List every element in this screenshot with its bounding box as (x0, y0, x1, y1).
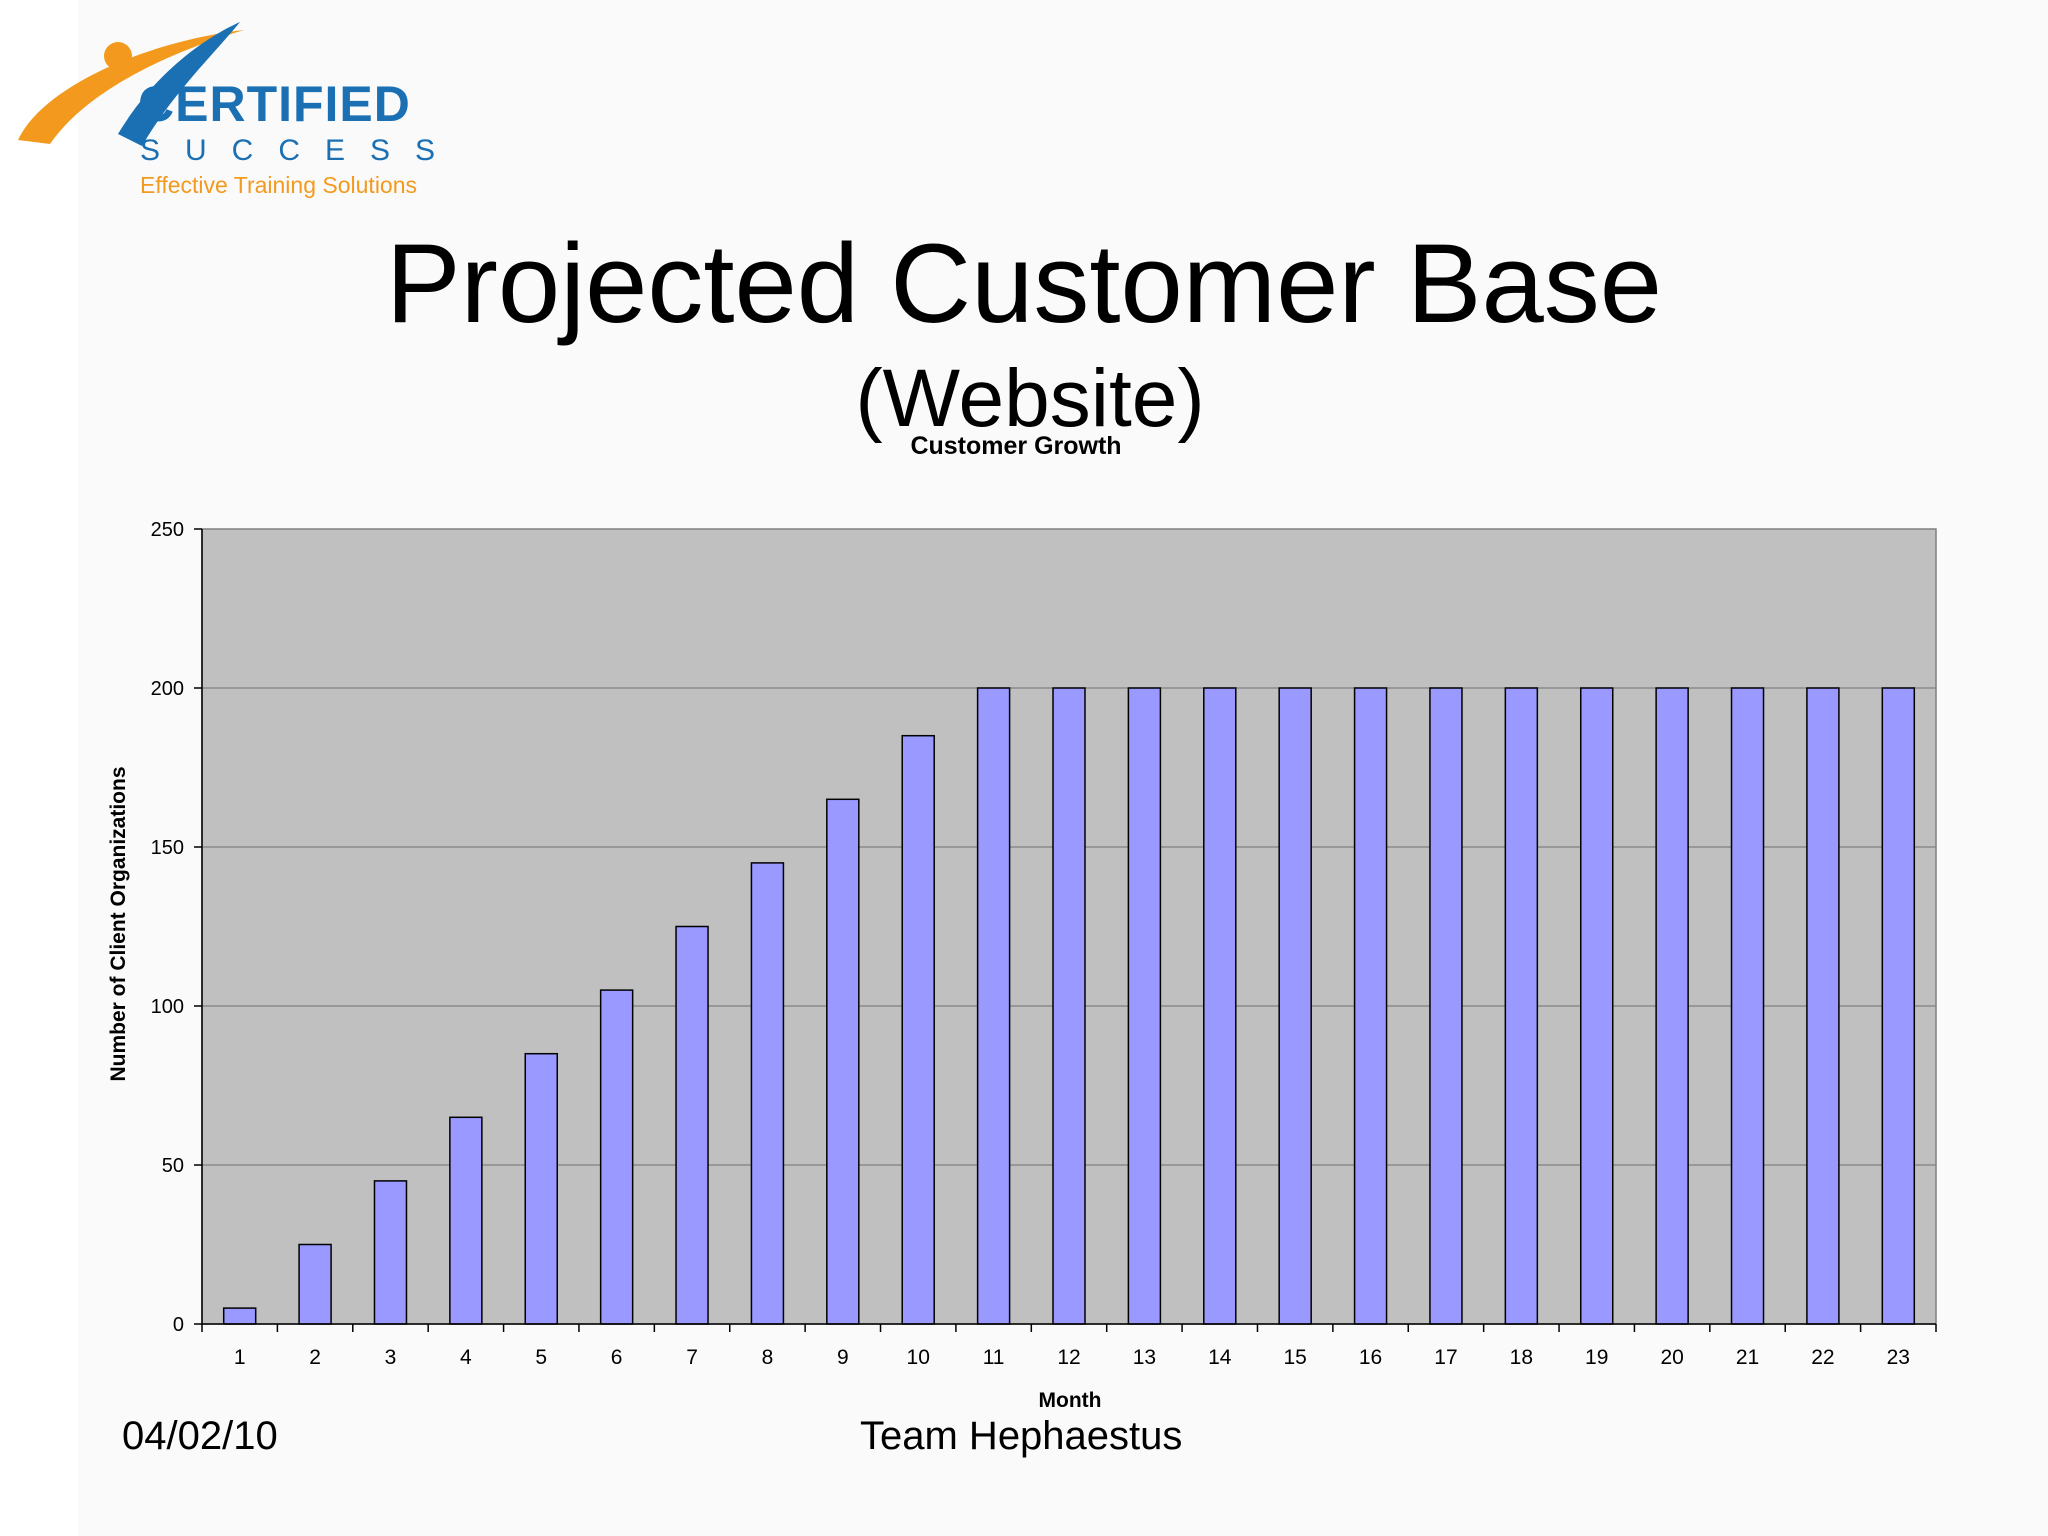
bar (675, 925, 709, 1325)
x-tick-label: 20 (1660, 1346, 1683, 1369)
x-tick-label: 6 (611, 1346, 623, 1369)
slide-title: Projected Customer Base (385, 221, 1663, 346)
bar (222, 1307, 257, 1325)
x-tick-label: 5 (535, 1346, 547, 1369)
x-tick-label: 9 (837, 1346, 849, 1369)
x-tick-label: 10 (907, 1346, 930, 1369)
x-tick-label: 1 (234, 1346, 246, 1369)
x-tick-label: 2 (309, 1346, 321, 1369)
logo-sub: SUCCESS (140, 134, 461, 167)
x-tick-label: 18 (1510, 1346, 1533, 1369)
x-tick-label: 15 (1283, 1346, 1306, 1369)
x-tick-label: 13 (1133, 1346, 1156, 1369)
x-axis-label: Month (1039, 1389, 1102, 1412)
bar (826, 798, 860, 1325)
x-tick-label: 23 (1887, 1346, 1910, 1369)
certified-success-logo: CERTIFIED SUCCESS Effective Training Sol… (14, 14, 435, 199)
chart-title: Customer Growth (910, 432, 1121, 460)
x-tick-label: 8 (762, 1346, 774, 1369)
x-tick-label: 3 (385, 1346, 397, 1369)
bar (524, 1052, 559, 1325)
y-tick-label: 150 (151, 837, 184, 859)
logo-tagline: Effective Training Solutions (140, 172, 418, 198)
x-tick-label: 14 (1208, 1346, 1232, 1369)
y-tick-label: 100 (151, 996, 184, 1018)
bar (1353, 687, 1388, 1325)
slide-subtitle: (Website) (855, 353, 1205, 444)
bar (298, 1243, 332, 1325)
y-tick-label: 50 (162, 1155, 184, 1177)
x-tick-label: 11 (983, 1346, 1005, 1369)
bar (976, 687, 1011, 1325)
bar (599, 989, 634, 1325)
bar (1504, 687, 1539, 1325)
x-tick-label: 17 (1434, 1346, 1457, 1369)
bar (1429, 687, 1463, 1325)
x-tick-label: 7 (686, 1346, 698, 1369)
y-tick-label: 250 (151, 519, 184, 541)
bar (1203, 687, 1237, 1325)
bar (1730, 687, 1765, 1325)
bar (449, 1116, 483, 1325)
bar (1655, 687, 1689, 1325)
logo-swoosh-icon (18, 22, 244, 146)
bar (1806, 687, 1840, 1325)
bar (901, 734, 935, 1325)
bar (1579, 687, 1614, 1325)
y-tick-label: 200 (151, 678, 184, 700)
y-axis-label: Number of Client Organizations (107, 766, 130, 1081)
footer-team: Team Hephaestus (860, 1414, 1183, 1458)
logo-word: CERTIFIED (138, 76, 411, 132)
footer-date: 04/02/10 (122, 1414, 278, 1458)
bar (1881, 687, 1916, 1325)
bar (373, 1180, 408, 1325)
y-tick-label: 0 (173, 1314, 184, 1336)
x-tick-label: 19 (1585, 1346, 1608, 1369)
bar (1278, 687, 1312, 1325)
bar (750, 862, 785, 1325)
x-tick-label: 22 (1811, 1346, 1834, 1369)
x-tick-label: 21 (1736, 1346, 1759, 1369)
bar (1052, 687, 1086, 1325)
x-tick-label: 16 (1359, 1346, 1382, 1369)
x-tick-label: 12 (1057, 1346, 1080, 1369)
x-tick-label: 4 (460, 1346, 472, 1369)
bar (1127, 687, 1162, 1325)
